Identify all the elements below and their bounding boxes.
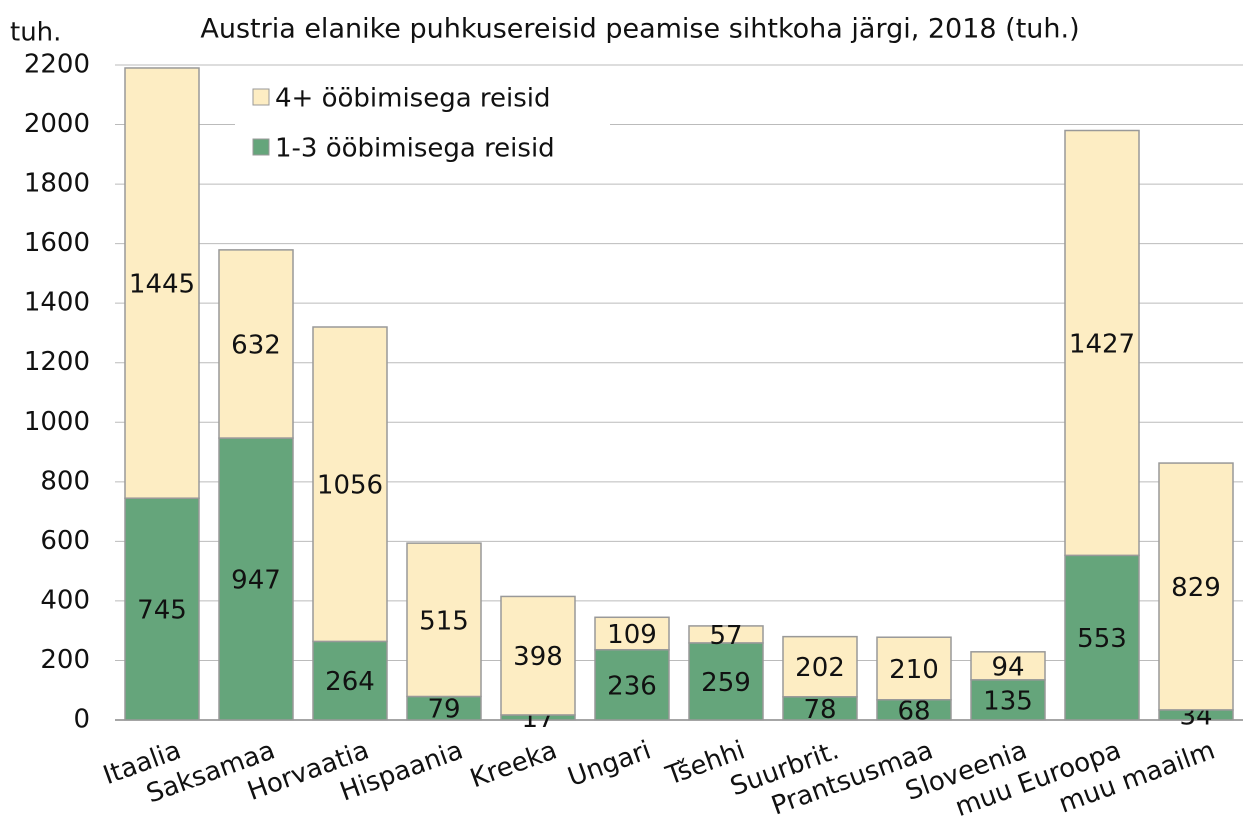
bar-segment — [124, 67, 200, 499]
legend-swatch — [252, 138, 270, 156]
legend-label: 4+ ööbimisega reisid — [275, 84, 551, 114]
value-label: 829 — [1171, 573, 1221, 603]
bar-segment — [218, 437, 294, 721]
bar-segment — [970, 651, 1046, 681]
x-tick-label: Ungari — [564, 735, 655, 793]
value-label: 947 — [231, 566, 281, 596]
value-label: 259 — [701, 668, 751, 698]
value-label: 236 — [607, 671, 657, 701]
bar-segment — [1064, 554, 1140, 721]
y-tick-label: 1000 — [24, 407, 90, 437]
value-label: 135 — [983, 686, 1033, 716]
y-tick-label: 1400 — [24, 288, 90, 318]
y-tick-label: 200 — [40, 645, 90, 675]
y-tick-label: 0 — [73, 705, 90, 735]
bar-segment — [970, 679, 1046, 721]
value-label: 632 — [231, 330, 281, 360]
bar-segment — [1158, 462, 1234, 711]
value-label: 68 — [897, 696, 930, 726]
bar-segment — [688, 642, 764, 721]
value-label: 1056 — [317, 471, 383, 501]
value-label: 1445 — [129, 270, 195, 300]
value-label: 1427 — [1069, 329, 1135, 359]
y-tick-label: 800 — [40, 466, 90, 496]
y-tick-label: 1600 — [24, 228, 90, 258]
bar-segment — [124, 497, 200, 721]
bar-segment — [1064, 129, 1140, 557]
value-label: 94 — [991, 652, 1024, 682]
bar-segment — [500, 595, 576, 716]
value-label: 210 — [889, 655, 939, 685]
bar-segment — [312, 640, 388, 721]
y-tick-label: 2000 — [24, 109, 90, 139]
value-label: 745 — [137, 596, 187, 626]
x-tick-label: Kreeka — [466, 735, 561, 794]
chart-title: Austria elanike puhkusereisid peamise si… — [200, 14, 1079, 45]
value-label: 79 — [427, 695, 460, 725]
value-label: 553 — [1077, 624, 1127, 654]
bar-segment — [594, 616, 670, 651]
value-label: 202 — [795, 653, 845, 683]
y-tick-label: 1200 — [24, 347, 90, 377]
y-tick-label: 400 — [40, 585, 90, 615]
bar-segment — [406, 542, 482, 698]
value-label: 57 — [709, 621, 742, 651]
legend-label: 1-3 ööbimisega reisid — [275, 134, 555, 164]
value-label: 515 — [419, 606, 469, 636]
bar-segment — [218, 249, 294, 439]
bar-segment — [782, 635, 858, 698]
bar-segment — [594, 648, 670, 721]
legend-background — [235, 75, 610, 175]
y-axis-label: tuh. — [10, 18, 61, 48]
value-label: 109 — [607, 620, 657, 650]
y-tick-label: 1800 — [24, 169, 90, 199]
bar-segment — [312, 326, 388, 643]
y-tick-label: 600 — [40, 526, 90, 556]
value-label: 398 — [513, 642, 563, 672]
legend-swatch — [252, 88, 270, 106]
value-label: 78 — [803, 695, 836, 725]
bar-segment — [876, 636, 952, 701]
value-label: 264 — [325, 667, 375, 697]
y-tick-label: 2200 — [24, 50, 90, 80]
bar-segment — [688, 625, 764, 644]
